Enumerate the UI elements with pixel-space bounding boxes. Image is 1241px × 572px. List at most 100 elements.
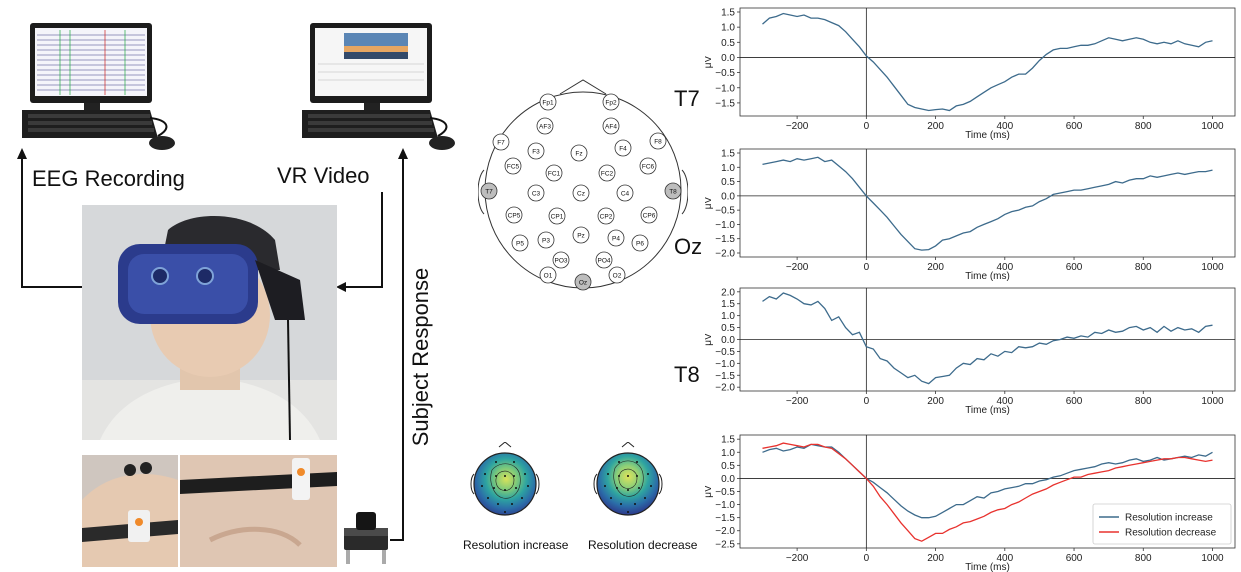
x-tick-label: 1000 [1201, 121, 1224, 132]
electrode-po4: PO4 [595, 251, 613, 269]
electrode-fc2: FC2 [598, 164, 616, 182]
setup-panel: EEG Recording VR Video Subject Response [0, 0, 460, 572]
y-tick-label: −0.5 [715, 68, 735, 79]
electrode-fc1: FC1 [545, 164, 563, 182]
electrode-cz: Cz [572, 184, 590, 202]
y-axis-label: μV [705, 196, 714, 209]
y-tick-label: −1.0 [715, 359, 735, 370]
x-axis-label: Time (ms) [965, 562, 1010, 572]
electrode-oz: Oz [574, 273, 592, 291]
x-tick-label: 200 [927, 121, 944, 132]
x-tick-label: 600 [1066, 262, 1083, 273]
series-line-1 [762, 156, 1213, 251]
svg-text:O1: O1 [544, 273, 553, 280]
x-tick-label: 0 [864, 121, 870, 132]
svg-text:CP5: CP5 [508, 213, 521, 220]
series-line-1 [762, 292, 1213, 385]
y-tick-label: −2.0 [715, 383, 735, 394]
x-tick-label: 800 [1135, 396, 1152, 407]
erp-chart-t7: −1.5 −1.0 −0.5 0.0 0.5 1.0 1.5 −200 0 200 400 600 80… [705, 8, 1236, 140]
svg-text:F4: F4 [619, 146, 627, 153]
electrode-p3: P3 [537, 231, 555, 249]
arrow-vr-to-subject [342, 192, 383, 288]
electrode-cp5: CP5 [505, 206, 523, 224]
svg-text:O2: O2 [613, 273, 622, 280]
y-tick-label: −0.5 [715, 347, 735, 358]
electrode-cp6: CP6 [640, 206, 658, 224]
subject-response-label: Subject Response [408, 267, 433, 447]
topomap-increase [470, 442, 540, 516]
legend: Resolution increase Resolution decrease [1092, 503, 1232, 545]
x-tick-label: 400 [996, 553, 1013, 564]
svg-text:T8: T8 [669, 189, 677, 196]
x-tick-label: 400 [996, 396, 1013, 407]
chest-sensor-photo [180, 455, 337, 567]
svg-text:Pz: Pz [577, 233, 585, 240]
x-tick-label: 600 [1066, 396, 1083, 407]
x-tick-label: 600 [1066, 553, 1083, 564]
x-tick-label: 200 [927, 553, 944, 564]
channel-label-t7: T7 [674, 86, 700, 111]
electrode-cp1: CP1 [548, 207, 566, 225]
x-tick-label: 800 [1135, 121, 1152, 132]
electrode-fz: Fz [570, 144, 588, 162]
electrode-f4: F4 [614, 139, 632, 157]
topomap-increase-label: Resolution increase [463, 538, 569, 552]
eeg-computer-icon [22, 23, 175, 150]
x-axis-label: Time (ms) [965, 405, 1010, 415]
topomap-decrease [593, 442, 663, 516]
x-tick-label: −200 [786, 396, 809, 407]
y-tick-label: −1.0 [715, 500, 735, 511]
eeg-recording-label: EEG Recording [32, 166, 185, 191]
x-tick-label: 1000 [1201, 396, 1224, 407]
series-line-2 [762, 442, 1213, 542]
erp-chart-comparison: −2.5 −2.0 −1.5 −1.0 −0.5 0.0 0.5 1.0 1.5 −200 0 200… [705, 434, 1236, 572]
svg-text:P3: P3 [542, 238, 550, 245]
y-tick-label: 2.0 [721, 287, 735, 298]
channel-label-t8: T8 [674, 362, 700, 387]
x-tick-label: 1000 [1201, 553, 1224, 564]
plot-frame [739, 148, 1236, 258]
right-ear [681, 169, 688, 215]
erp-chart-oz: −2.0 −1.5 −1.0 −0.5 0.0 0.5 1.0 1.5 −200 0 200 400 6… [705, 148, 1236, 281]
y-tick-label: −1.0 [715, 220, 735, 231]
erp-chart-t8: −2.0−1.5−1.0−0.50.00.51.01.52.0 −200 0 200 4… [705, 287, 1236, 415]
y-axis-label: μV [705, 55, 714, 68]
y-tick-label: 0.0 [721, 335, 735, 346]
y-tick-label: 1.0 [721, 311, 735, 322]
y-tick-label: 1.5 [721, 8, 735, 19]
svg-text:CP1: CP1 [551, 214, 564, 221]
svg-text:C3: C3 [532, 191, 541, 198]
svg-text:P5: P5 [516, 241, 524, 248]
electrode-p6: P6 [631, 234, 649, 252]
electrode-p4: P4 [607, 229, 625, 247]
svg-text:Cz: Cz [577, 191, 585, 198]
electrode-fc5: FC5 [504, 157, 522, 175]
arrow-response-to-vr [390, 156, 404, 541]
y-tick-label: 1.5 [721, 435, 735, 446]
electrode-t8: T8 [664, 182, 682, 200]
y-tick-label: 0.5 [721, 461, 735, 472]
subject-photo [82, 205, 337, 441]
vr-video-label: VR Video [277, 163, 370, 188]
y-tick-label: −0.5 [715, 487, 735, 498]
x-tick-label: 200 [927, 396, 944, 407]
y-tick-label: 0.5 [721, 323, 735, 334]
y-tick-label: −1.5 [715, 371, 735, 382]
svg-text:FC2: FC2 [601, 171, 614, 178]
arrow-to-eeg [21, 156, 84, 288]
x-tick-label: 1000 [1201, 262, 1224, 273]
svg-text:F8: F8 [654, 139, 662, 146]
y-tick-label: −1.5 [715, 234, 735, 245]
svg-text:Fp1: Fp1 [542, 100, 554, 107]
electrode-montage: Fp1 Fp2 AF3 AF4 F7 F3 Fz F4 F8 FC5 FC1 FC2 FC6 T7 C3 Cz… [478, 79, 688, 291]
svg-text:CP6: CP6 [643, 213, 656, 220]
svg-text:FC5: FC5 [507, 164, 520, 171]
electrode-p5: P5 [511, 234, 529, 252]
y-tick-label: −2.5 [715, 539, 735, 550]
x-tick-label: 400 [996, 121, 1013, 132]
wrist-sensor-photo [82, 455, 178, 567]
x-tick-label: 0 [864, 262, 870, 273]
vr-computer-icon [302, 23, 455, 150]
y-tick-label: 1.0 [721, 23, 735, 34]
